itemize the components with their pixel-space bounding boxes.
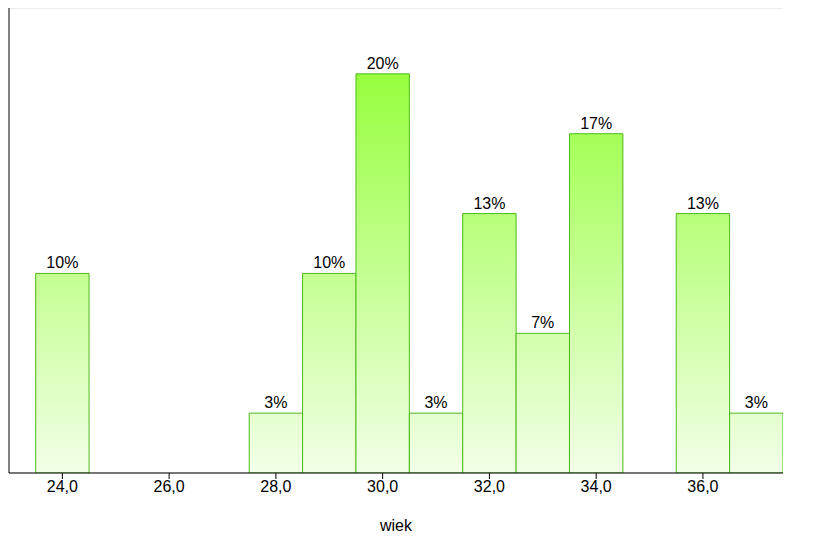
svg-text:30,0: 30,0 bbox=[367, 478, 398, 495]
svg-text:7%: 7% bbox=[531, 314, 554, 331]
svg-text:36,0: 36,0 bbox=[687, 478, 718, 495]
svg-text:wiek: wiek bbox=[379, 517, 413, 533]
svg-text:20%: 20% bbox=[367, 55, 399, 72]
svg-text:3%: 3% bbox=[264, 394, 287, 411]
svg-text:3%: 3% bbox=[745, 394, 768, 411]
svg-text:13%: 13% bbox=[473, 195, 505, 212]
svg-text:34,0: 34,0 bbox=[581, 478, 612, 495]
svg-text:26,0: 26,0 bbox=[154, 478, 185, 495]
svg-text:32,0: 32,0 bbox=[474, 478, 505, 495]
svg-text:10%: 10% bbox=[313, 254, 345, 271]
svg-text:17%: 17% bbox=[580, 115, 612, 132]
svg-text:3%: 3% bbox=[424, 394, 447, 411]
svg-text:24,0: 24,0 bbox=[47, 478, 78, 495]
svg-text:28,0: 28,0 bbox=[260, 478, 291, 495]
svg-text:13%: 13% bbox=[687, 195, 719, 212]
svg-text:10%: 10% bbox=[46, 254, 78, 271]
